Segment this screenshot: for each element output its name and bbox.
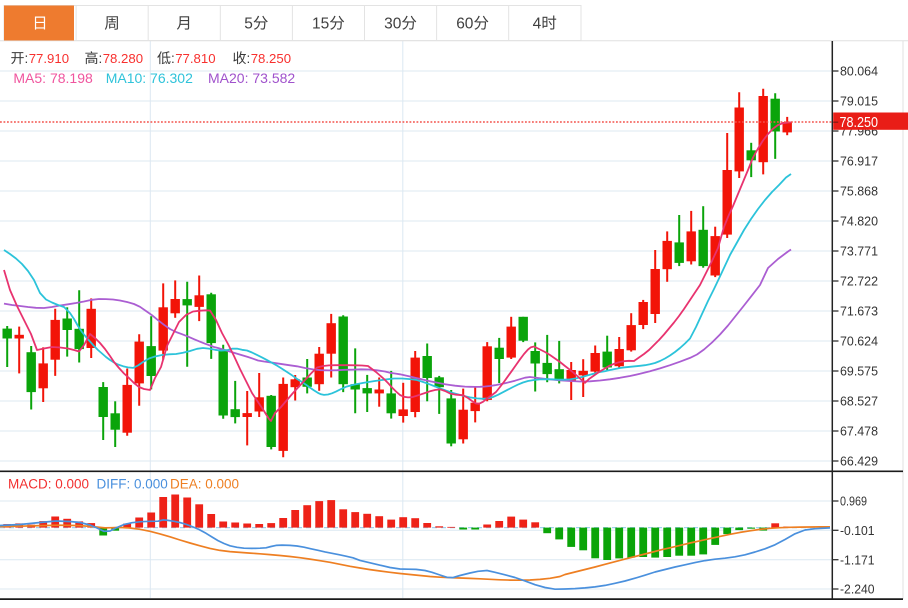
svg-text:77.810: 77.810 <box>175 51 215 66</box>
svg-text:74.820: 74.820 <box>840 214 878 229</box>
svg-text:-2.240: -2.240 <box>840 582 875 597</box>
svg-text:73.771: 73.771 <box>840 244 878 259</box>
svg-text:DEA: 0.000: DEA: 0.000 <box>170 477 239 492</box>
svg-text:4: 4 <box>533 16 542 33</box>
svg-text::: : <box>99 51 103 66</box>
svg-text:-0.101: -0.101 <box>840 523 875 538</box>
svg-text::: : <box>247 51 251 66</box>
svg-text:66.429: 66.429 <box>840 454 878 469</box>
svg-text:0.969: 0.969 <box>840 494 867 509</box>
svg-text:76.917: 76.917 <box>840 154 878 169</box>
svg-text:-1.171: -1.171 <box>840 552 875 567</box>
svg-text:71.673: 71.673 <box>840 304 878 319</box>
svg-text::: : <box>25 51 29 66</box>
svg-text:78.250: 78.250 <box>840 114 879 131</box>
svg-text::: : <box>171 51 175 66</box>
svg-text:72.722: 72.722 <box>840 274 878 289</box>
svg-text:68.527: 68.527 <box>840 394 878 409</box>
svg-text:MACD: 0.000: MACD: 0.000 <box>8 477 89 492</box>
svg-text:67.478: 67.478 <box>840 424 878 439</box>
svg-text:75.868: 75.868 <box>840 184 878 199</box>
svg-text:79.015: 79.015 <box>840 94 878 109</box>
svg-text:77.910: 77.910 <box>29 51 69 66</box>
svg-text:78.250: 78.250 <box>251 51 291 66</box>
svg-text:5: 5 <box>244 16 253 33</box>
svg-text:MA20: 73.582: MA20: 73.582 <box>208 70 295 86</box>
svg-text:70.624: 70.624 <box>840 334 878 349</box>
svg-text:60: 60 <box>456 16 474 33</box>
svg-text:DIFF: 0.000: DIFF: 0.000 <box>97 477 168 492</box>
svg-text:69.575: 69.575 <box>840 364 878 379</box>
svg-text:15: 15 <box>312 16 329 33</box>
svg-text:80.064: 80.064 <box>840 64 878 79</box>
svg-text:30: 30 <box>384 16 402 33</box>
svg-text:MA5: 78.198: MA5: 78.198 <box>13 70 93 86</box>
svg-text:MA10: 76.302: MA10: 76.302 <box>106 70 193 86</box>
svg-text:78.280: 78.280 <box>103 51 143 66</box>
